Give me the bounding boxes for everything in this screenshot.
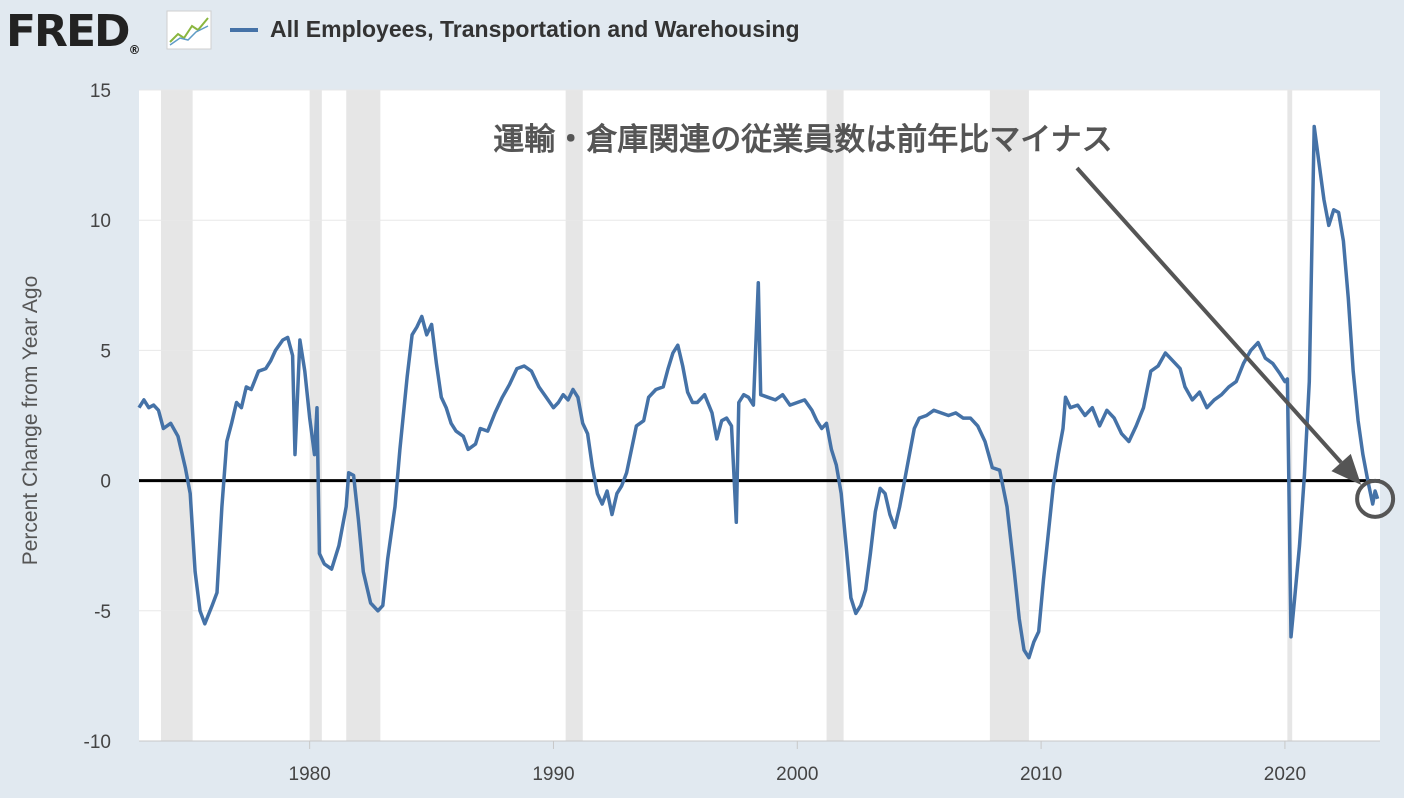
fred-logo-text: FRED <box>6 6 131 57</box>
recession-band <box>346 90 381 741</box>
recession-band <box>1287 90 1293 741</box>
recession-band <box>160 90 193 741</box>
fred-logo-mark: ® <box>128 43 141 57</box>
highlight-circle <box>1355 478 1396 519</box>
legend-swatch <box>230 28 258 32</box>
y-axis-label: Percent Change from Year Ago <box>19 276 42 566</box>
x-tick-label: 2000 <box>776 764 818 785</box>
x-tick-label: 1980 <box>289 764 331 785</box>
x-axis-ticks: 1980 1990 2000 2010 2020 <box>139 740 1380 785</box>
y-tick-label: 15 <box>90 81 111 102</box>
recession-band <box>565 90 583 741</box>
series-line[interactable] <box>137 124 1380 660</box>
arrow-head <box>1331 453 1362 485</box>
y-axis-ticks: -10 -5 0 5 10 15 <box>84 81 111 753</box>
y-tick-label: -5 <box>94 602 111 623</box>
annotation-text: 運輸・倉庫関連の従業員数は前年比マイナス <box>493 122 1112 158</box>
x-tick-label: 2020 <box>1264 764 1306 785</box>
y-tick-label: -10 <box>84 732 111 753</box>
fred-logo[interactable]: FRED® <box>6 6 141 57</box>
plot-area <box>139 90 1380 741</box>
recession-band <box>826 90 844 741</box>
x-tick-label: 1990 <box>532 764 574 785</box>
y-tick-label: 10 <box>90 211 111 232</box>
y-tick-label: 0 <box>100 472 111 493</box>
arrow-shaft <box>1075 166 1343 464</box>
annotation-arrow <box>1075 166 1362 485</box>
legend-series-label[interactable]: All Employees, Transportation and Wareho… <box>270 16 800 42</box>
x-tick-label: 2010 <box>1020 764 1062 785</box>
chart-header: FRED® All Employees, Transportation and … <box>0 0 1404 62</box>
y-tick-label: 5 <box>100 341 111 362</box>
fred-graph-icon <box>166 10 212 50</box>
